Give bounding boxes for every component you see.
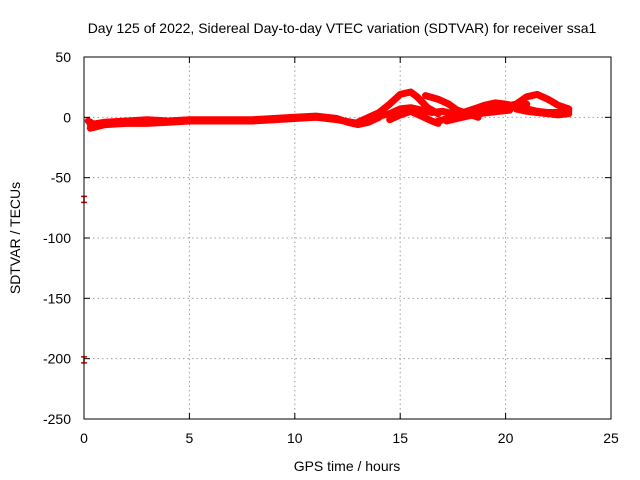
series-sat-main-b (86, 113, 362, 132)
series-sat-17h-low (443, 106, 514, 125)
x-tick-label: 5 (186, 430, 194, 446)
x-tick-label: 15 (392, 430, 408, 446)
x-tick-label: 25 (603, 430, 619, 446)
series-sat-main-c (84, 117, 113, 130)
chart-title: Day 125 of 2022, Sidereal Day-to-day VTE… (88, 20, 597, 36)
x-tick-label: 0 (80, 430, 88, 446)
y-tick-label: 50 (55, 49, 71, 65)
y-tick-label: -250 (43, 411, 71, 427)
x-axis-label: GPS time / hours (294, 458, 401, 474)
y-tick-label: -100 (43, 230, 71, 246)
series-sat-15h-a (354, 88, 442, 126)
x-tick-labels: 0 5 10 15 20 25 (80, 430, 619, 446)
y-tick-label: -200 (43, 351, 71, 367)
series-sat-15h-b (375, 104, 446, 120)
grid-lines (84, 57, 611, 419)
x-tick-label: 20 (498, 430, 514, 446)
series-sat-15h-c (386, 107, 442, 127)
y-tick-labels: 50 0 -50 -100 -150 -200 -250 (43, 49, 71, 427)
y-axis-label: SDTVAR / TECUs (7, 182, 23, 294)
y-tick-label: 0 (63, 109, 71, 125)
axis-ticks (83, 56, 612, 420)
x-tick-label: 10 (287, 430, 303, 446)
y-tick-label: -50 (51, 170, 71, 186)
series-sat-20h-c (512, 105, 573, 119)
y-tick-label: -150 (43, 290, 71, 306)
data-series (84, 88, 573, 132)
